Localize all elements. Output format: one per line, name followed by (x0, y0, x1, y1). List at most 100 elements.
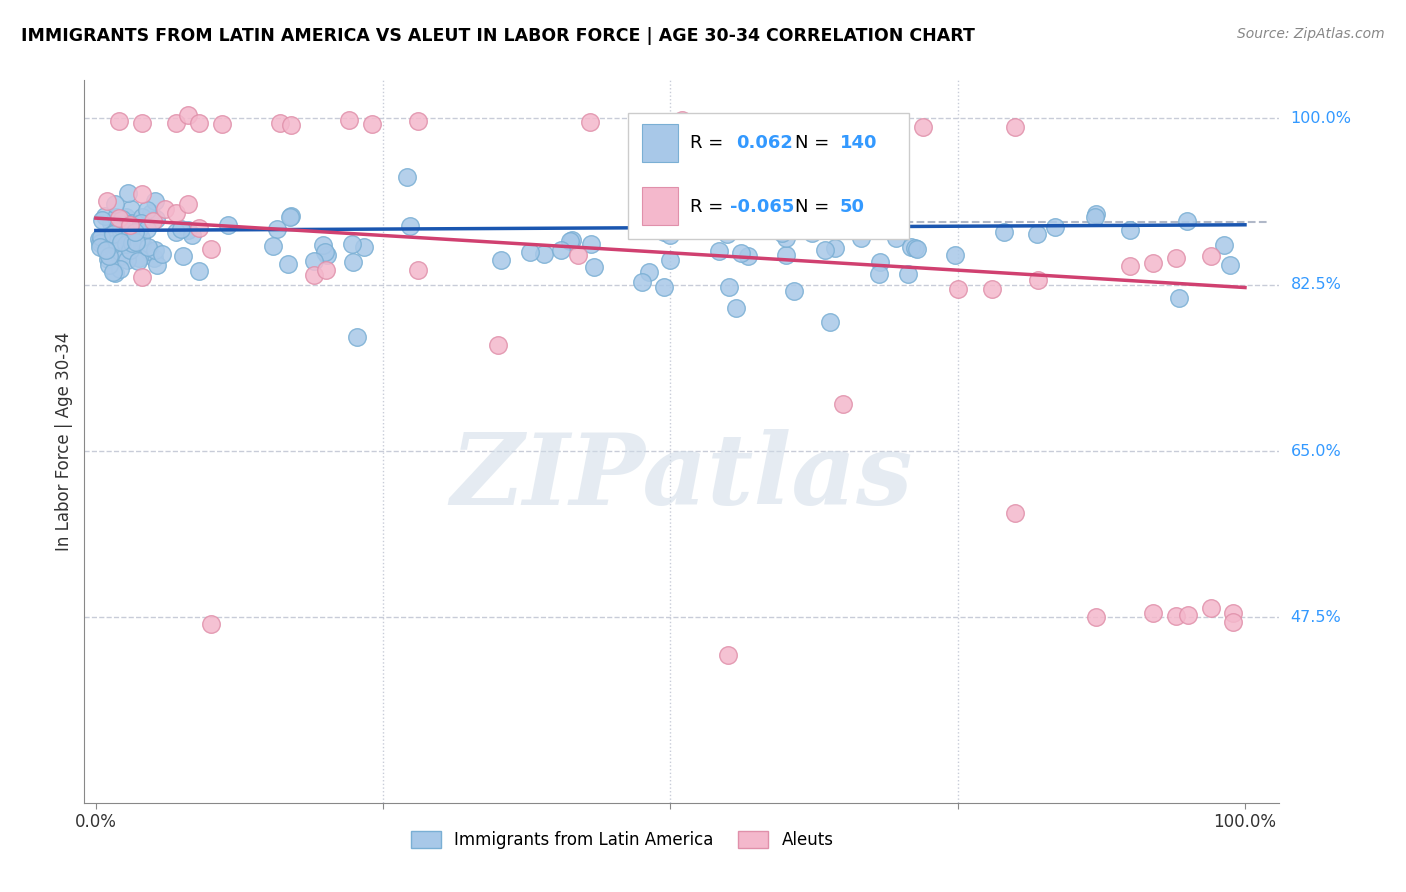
Point (1084, 207, 1107, 221)
Point (110, 224, 132, 238)
Point (266, 222, 288, 236)
FancyBboxPatch shape (628, 112, 910, 239)
Point (1004, 506, 1026, 520)
Point (129, 230, 152, 244)
Text: N =: N = (796, 134, 835, 153)
Point (111, 212, 134, 227)
Point (117, 186, 139, 200)
Point (1199, 249, 1222, 263)
Point (96, 194, 118, 208)
Point (115, 237, 138, 252)
Point (560, 234, 582, 248)
Point (110, 235, 132, 249)
Text: IMMIGRANTS FROM LATIN AMERICA VS ALEUT IN LABOR FORCE | AGE 30-34 CORRELATION CH: IMMIGRANTS FROM LATIN AMERICA VS ALEUT I… (21, 27, 974, 45)
Point (1142, 256, 1164, 270)
Point (652, 280, 675, 294)
Point (862, 201, 884, 215)
Point (120, 216, 142, 230)
Point (315, 263, 337, 277)
Point (671, 112, 693, 127)
Point (115, 211, 138, 225)
Point (583, 260, 606, 274)
Point (637, 265, 659, 279)
Point (128, 221, 150, 235)
Point (108, 114, 131, 128)
Point (707, 244, 730, 259)
Point (143, 243, 166, 257)
Point (269, 116, 291, 130)
Point (188, 220, 211, 235)
Point (314, 245, 336, 260)
Point (177, 108, 200, 122)
Text: 0.062: 0.062 (735, 134, 793, 153)
Text: 50: 50 (839, 198, 865, 216)
Point (718, 280, 741, 294)
Point (741, 173, 763, 187)
Point (111, 237, 134, 252)
Point (138, 244, 160, 259)
Text: 140: 140 (839, 134, 877, 153)
Point (211, 116, 233, 130)
Point (1212, 237, 1234, 252)
Point (981, 282, 1004, 296)
Point (120, 202, 142, 216)
Point (280, 209, 302, 223)
Point (904, 241, 927, 255)
Point (659, 253, 682, 268)
Point (100, 216, 122, 230)
Point (900, 240, 922, 254)
Point (94, 209, 117, 223)
Point (165, 116, 187, 130)
Point (696, 187, 718, 202)
Point (121, 235, 143, 250)
Point (110, 219, 132, 234)
Legend: Immigrants from Latin America, Aleuts: Immigrants from Latin America, Aleuts (404, 824, 841, 856)
Point (145, 212, 167, 227)
Text: R =: R = (690, 198, 730, 216)
Text: 47.5%: 47.5% (1291, 610, 1341, 625)
Point (800, 226, 823, 240)
Point (785, 193, 807, 207)
Point (775, 231, 797, 245)
Point (97, 252, 120, 266)
Point (90, 229, 112, 244)
Point (131, 270, 153, 285)
Point (782, 284, 804, 298)
Point (550, 244, 572, 258)
Point (262, 239, 284, 253)
Point (869, 268, 891, 282)
Point (98, 258, 121, 272)
Point (720, 215, 742, 229)
Text: 100.0%: 100.0% (1291, 111, 1351, 126)
Point (217, 218, 239, 232)
Point (97, 229, 120, 244)
Text: R =: R = (690, 134, 730, 153)
Point (946, 282, 969, 296)
Point (1222, 615, 1244, 630)
Point (1119, 259, 1142, 273)
Point (131, 210, 153, 224)
Point (315, 248, 337, 262)
Point (280, 118, 302, 132)
Point (1084, 610, 1107, 624)
Point (1177, 607, 1199, 622)
Point (775, 247, 797, 261)
Point (150, 247, 173, 261)
Point (817, 216, 839, 230)
Text: 82.5%: 82.5% (1291, 277, 1341, 293)
Point (121, 234, 143, 248)
Point (337, 113, 360, 128)
Point (200, 617, 222, 632)
Text: N =: N = (796, 198, 835, 216)
Point (125, 235, 148, 249)
Point (489, 253, 512, 268)
Point (824, 241, 846, 255)
Point (770, 226, 793, 240)
Point (1199, 601, 1222, 615)
Point (717, 648, 740, 663)
Point (136, 221, 159, 235)
Point (110, 262, 132, 277)
Point (128, 251, 150, 265)
Point (1164, 608, 1187, 623)
Point (104, 267, 127, 281)
